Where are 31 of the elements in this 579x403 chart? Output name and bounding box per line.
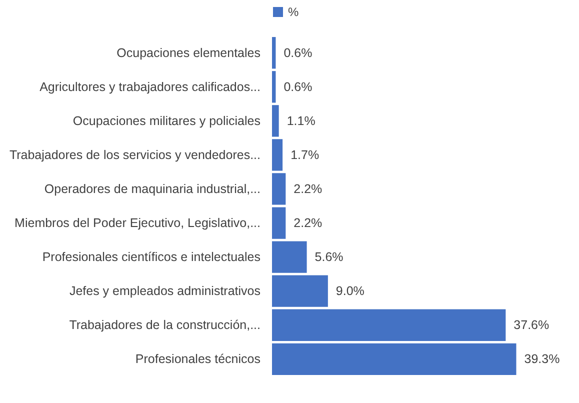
y-tick-label: Miembros del Poder Ejecutivo, Legislativo,... (14, 216, 260, 230)
data-label: 2.2% (294, 216, 322, 230)
bar (272, 241, 307, 273)
y-tick-label: Jefes y empleados administrativos (69, 284, 260, 298)
data-label: 1.7% (290, 148, 320, 162)
y-tick-label: Profesionales científicos e intelectuales (42, 250, 260, 264)
legend-label: % (288, 5, 299, 19)
bar (272, 105, 279, 137)
y-tick-label: Trabajadores de los servicios y vendedores... (9, 148, 260, 162)
data-label: 5.6% (314, 250, 344, 264)
y-tick-label: Ocupaciones militares y policiales (72, 114, 260, 128)
data-label: 1.1% (286, 114, 316, 128)
bar (272, 207, 286, 239)
bar (272, 343, 516, 375)
data-label: 0.6% (284, 46, 312, 60)
y-tick-label: Operadores de maquinaria industrial,... (44, 182, 260, 196)
bar (272, 173, 286, 205)
bar (272, 309, 506, 341)
data-label: 39.3% (524, 352, 560, 366)
data-label: 2.2% (294, 182, 322, 196)
bar (272, 139, 283, 171)
y-tick-label: Profesionales técnicos (135, 352, 260, 366)
data-label: 0.6% (284, 80, 312, 94)
bar (272, 71, 276, 103)
y-tick-label: Ocupaciones elementales (116, 46, 260, 60)
bar (272, 275, 328, 307)
y-tick-label: Agricultores y trabajadores calificados... (40, 80, 260, 94)
y-tick-label: Trabajadores de la construcción,... (69, 318, 260, 332)
data-label: 9.0% (336, 284, 364, 298)
data-label: 37.6% (514, 318, 550, 332)
bar (272, 37, 276, 69)
